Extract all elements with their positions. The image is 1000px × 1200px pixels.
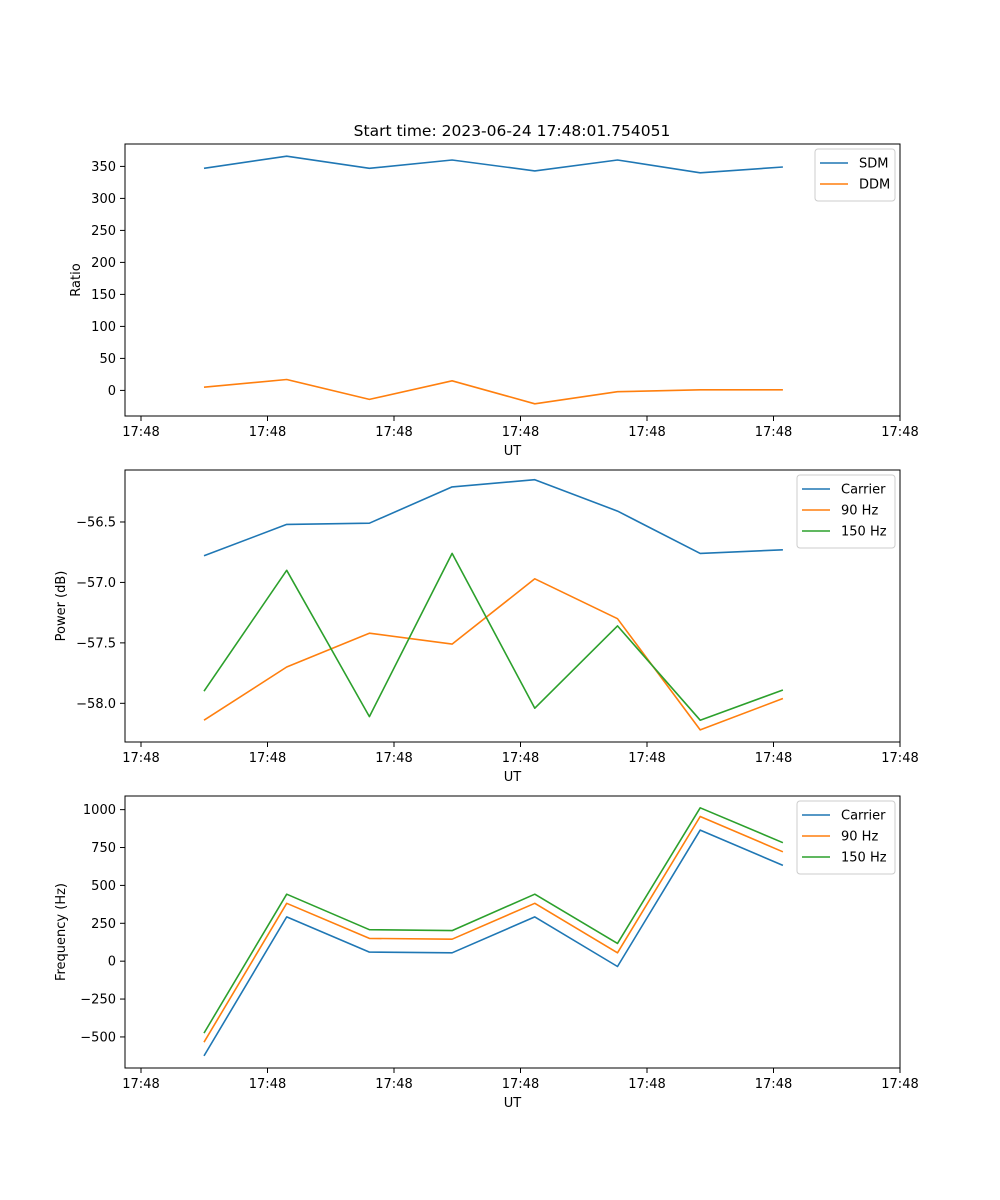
legend: SDM DDM: [814, 148, 896, 202]
x-axis-label: UT: [504, 444, 522, 459]
axes-frame: [124, 143, 901, 417]
legend-box: [796, 474, 896, 549]
y-tick-label: 0: [108, 384, 116, 399]
panels: 0 50 100 150 200 250 300 350 17:48 17:48 17:48 17:4…: [54, 143, 919, 1111]
legend: Carrier 90 Hz 150 Hz: [796, 800, 896, 875]
y-tick-label: −57.5: [76, 636, 116, 651]
y-tick-label: 200: [91, 256, 116, 271]
x-tick-label: 17:48: [628, 751, 665, 766]
x-tick-label: 17:48: [249, 1077, 286, 1092]
x-tick-label: 17:48: [502, 425, 539, 440]
panel-3: −500 −250 0 250 500 750 1000 17:48 17:48 17:48 17:…: [54, 795, 919, 1111]
x-tick-label: 17:48: [122, 1077, 159, 1092]
series-line-carrier: [203, 478, 783, 557]
legend-label: SDM: [859, 157, 888, 172]
y-tick-label: 1000: [83, 803, 116, 818]
series-line-150-hz: [203, 552, 784, 722]
y-tick-label: 350: [91, 160, 116, 175]
x-tick-label: 17:48: [249, 425, 286, 440]
x-tick-label: 17:48: [881, 751, 918, 766]
legend-label: Carrier: [841, 483, 886, 498]
legend-box: [814, 148, 896, 202]
x-tick-label: 17:48: [755, 425, 792, 440]
x-tick-label: 17:48: [881, 1077, 918, 1092]
y-tick-label: 300: [91, 192, 116, 207]
figure-title: Start time: 2023-06-24 17:48:01.754051: [354, 122, 671, 140]
series-line-150-hz: [203, 806, 784, 1034]
y-axis-label: Power (dB): [54, 571, 69, 642]
x-tick-label: 17:48: [375, 751, 412, 766]
panel-1: 0 50 100 150 200 250 300 350 17:48 17:48 17:48 17:4…: [69, 143, 919, 459]
y-axis-label: Frequency (Hz): [54, 883, 69, 981]
x-tick-label: 17:48: [375, 1077, 412, 1092]
legend-label: 150 Hz: [841, 525, 887, 540]
x-axis-label: UT: [504, 1096, 522, 1111]
axes-frame: [124, 469, 901, 743]
legend-box: [796, 800, 896, 875]
series-line-90-hz: [203, 815, 784, 1043]
legend-label: DDM: [859, 178, 890, 193]
x-tick-label: 17:48: [502, 1077, 539, 1092]
y-tick-label: 0: [108, 955, 116, 970]
series-line-carrier: [203, 829, 784, 1057]
series-line-sdm: [203, 155, 783, 174]
y-tick-label: −58.0: [76, 697, 116, 712]
legend: Carrier 90 Hz 150 Hz: [796, 474, 896, 549]
y-tick-label: −56.5: [76, 515, 116, 530]
y-tick-label: 50: [99, 352, 116, 367]
y-axis-label: Ratio: [69, 263, 84, 296]
panel-2: −58.0 −57.5 −57.0 −56.5 17:48 17:48 17:48 17:48…: [54, 469, 919, 785]
x-tick-label: 17:48: [628, 1077, 665, 1092]
x-tick-label: 17:48: [375, 425, 412, 440]
y-tick-label: 150: [91, 288, 116, 303]
y-tick-label: 500: [91, 879, 116, 894]
x-axis-label: UT: [504, 770, 522, 785]
x-tick-label: 17:48: [881, 425, 918, 440]
y-tick-label: 750: [91, 841, 116, 856]
y-tick-label: 100: [91, 320, 116, 335]
y-tick-label: 250: [91, 917, 116, 932]
x-tick-label: 17:48: [122, 425, 159, 440]
legend-label: 90 Hz: [841, 830, 878, 845]
x-tick-label: 17:48: [628, 425, 665, 440]
x-tick-label: 17:48: [122, 751, 159, 766]
y-tick-label: −57.0: [76, 576, 116, 591]
y-tick-label: −500: [80, 1030, 116, 1045]
axes-frame: [124, 795, 901, 1069]
legend-label: 90 Hz: [841, 504, 878, 519]
x-tick-label: 17:48: [502, 751, 539, 766]
series-line-90-hz: [203, 577, 784, 731]
x-tick-label: 17:48: [249, 751, 286, 766]
x-tick-label: 17:48: [755, 1077, 792, 1092]
legend-label: 150 Hz: [841, 851, 887, 866]
y-tick-label: −250: [80, 993, 116, 1008]
legend-label: Carrier: [841, 809, 886, 824]
series-line-ddm: [203, 378, 783, 405]
x-tick-label: 17:48: [755, 751, 792, 766]
y-tick-label: 250: [91, 224, 116, 239]
